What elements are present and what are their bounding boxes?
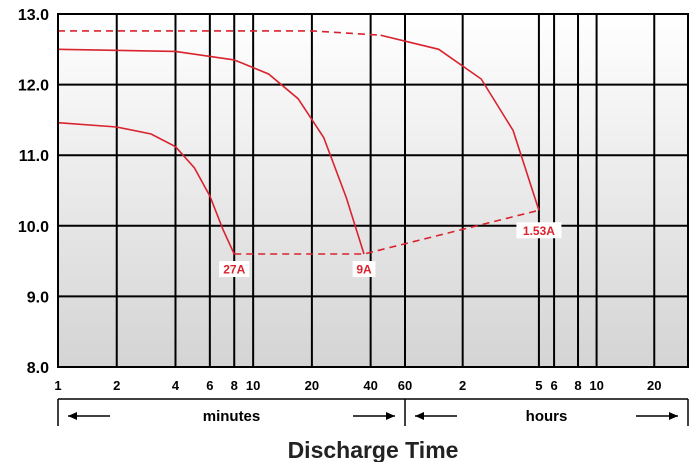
x-tick-label: 20	[647, 378, 661, 393]
x-tick-label: 8	[574, 378, 581, 393]
x-tick-label: 2	[113, 378, 120, 393]
series-label-bg	[516, 222, 562, 239]
plot-area	[58, 14, 688, 367]
grid	[58, 14, 688, 367]
x-tick-label: 4	[172, 378, 180, 393]
y-tick-label: 9.0	[27, 289, 49, 306]
series-label: 27A	[223, 263, 245, 277]
range-arrowhead-right	[386, 412, 395, 420]
curves: 27A 9A 1.53A	[57, 30, 562, 278]
range-arrowhead-left	[415, 412, 424, 420]
series-label: 9A	[356, 263, 372, 277]
x-tick-label: 5	[535, 378, 542, 393]
series-line	[57, 121, 235, 255]
series-line	[380, 34, 540, 211]
y-tick-label: 11.0	[19, 148, 49, 165]
y-tick-label: 13.0	[18, 7, 49, 24]
axis-ticks: 8.09.010.011.012.013.01 2 4 6 8 10 20 40 60 2 5 6 8 1…	[18, 7, 662, 393]
series-label: 1.53A	[523, 224, 555, 238]
plot-border	[57, 13, 689, 368]
range-arrowhead-right	[669, 412, 678, 420]
x-tick-label: 10	[246, 378, 260, 393]
x-tick-label: 20	[305, 378, 319, 393]
series-label-bg	[219, 261, 250, 278]
series-label-bg	[352, 261, 376, 278]
series-line-dashed	[58, 30, 381, 36]
y-tick-label: 8.0	[27, 360, 49, 377]
x-tick-label: 60	[398, 378, 412, 393]
y-tick-label: 10.0	[18, 219, 49, 236]
x-tick-label: 1	[54, 378, 61, 393]
y-tick-label: 12.0	[18, 78, 49, 95]
series-line	[57, 48, 365, 255]
x-tick-label: 10	[589, 378, 603, 393]
time-ranges: minutes hours	[57, 398, 689, 426]
x-tick-label: 6	[206, 378, 213, 393]
x-tick-label: 2	[459, 378, 466, 393]
x-tick-label: 40	[363, 378, 377, 393]
x-tick-label: 8	[231, 378, 238, 393]
range-arrowhead-left	[68, 412, 77, 420]
x-axis-title: Discharge Time	[288, 437, 459, 462]
range-label: hours	[526, 408, 568, 425]
range-label: minutes	[203, 408, 261, 425]
x-tick-label: 6	[550, 378, 557, 393]
